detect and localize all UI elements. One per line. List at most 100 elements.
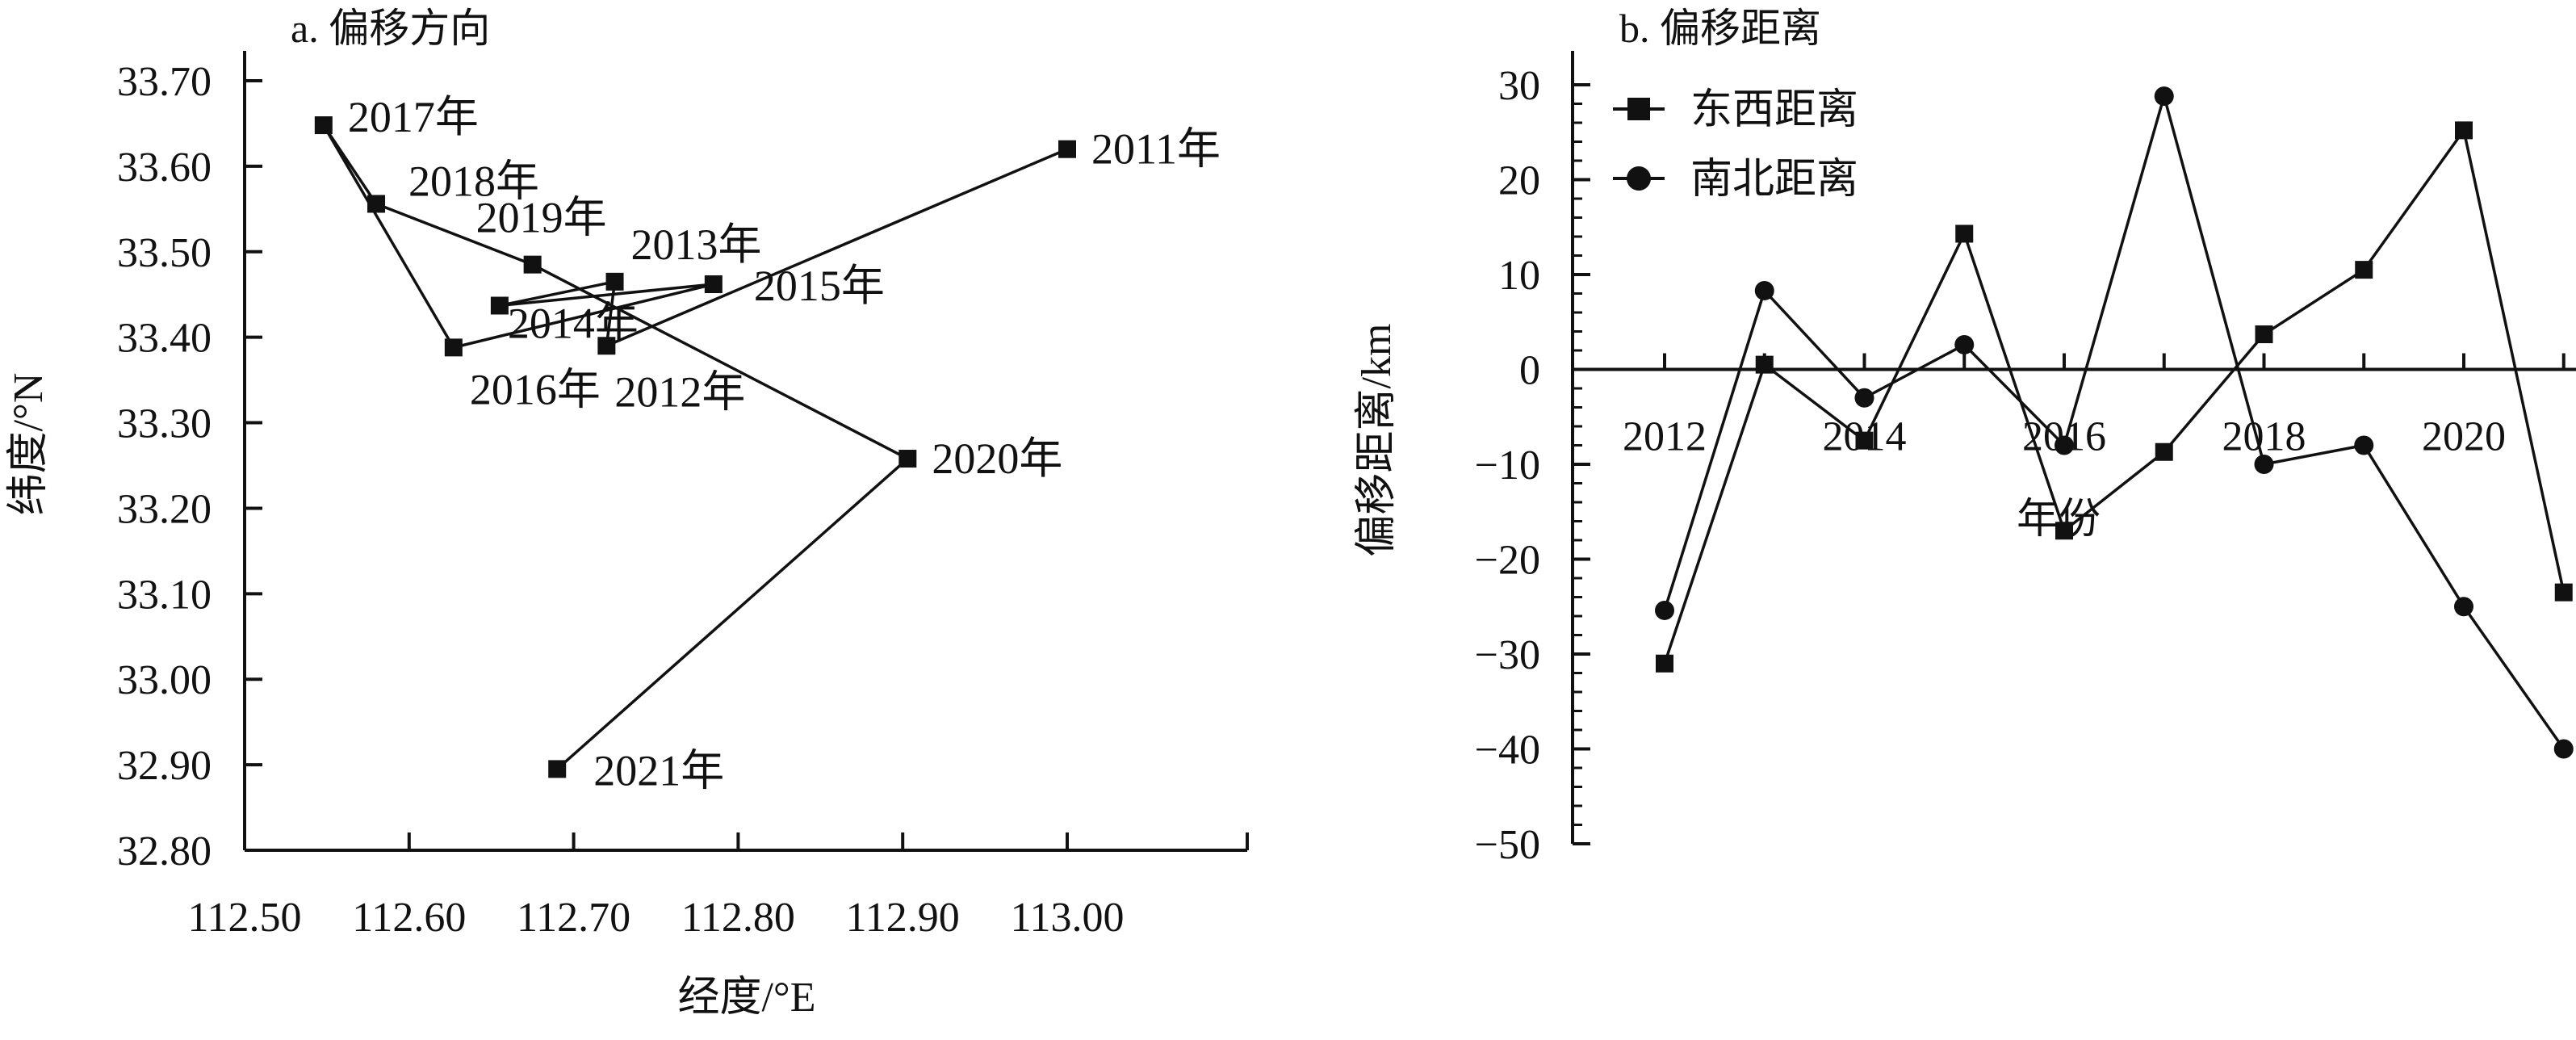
y-tick-label: 32.90 [117, 743, 212, 789]
location-marker [490, 296, 509, 315]
location-marker [704, 275, 723, 294]
point-label: 2019年 [476, 194, 607, 242]
x-tick-label: 112.70 [517, 895, 630, 941]
y-tick-label: −50 [1475, 822, 1540, 868]
panel-b-x-ticks: 20122014201620182020 [1623, 353, 2566, 460]
panel-b-y-ticks: 30 20 10 0 −10 −20 −30 −40 −50 [1475, 63, 1590, 868]
east-west-marker [2055, 522, 2073, 540]
trajectory-segment [499, 283, 714, 308]
north-south-marker [2354, 435, 2374, 455]
trajectory-segment [322, 124, 378, 205]
x-tick-label: 2018 [2222, 414, 2306, 460]
north-south-marker [2055, 435, 2074, 455]
x-tick-label: 112.90 [846, 895, 960, 941]
x-tick-label: 2020 [2422, 414, 2506, 460]
north-south-marker [2254, 455, 2274, 474]
trajectory-segment [322, 124, 455, 349]
y-tick-label: 33.40 [117, 316, 212, 362]
y-tick-label: 10 [1498, 253, 1540, 299]
y-tick-label: 33.50 [117, 230, 212, 276]
east-west-marker [2554, 583, 2573, 602]
east-west-marker [1855, 431, 1874, 450]
north-south-marker [1854, 388, 1874, 408]
north-south-marker [1754, 280, 1774, 300]
panel-a-x-axis-label: 经度/°E [677, 975, 815, 1021]
trajectory-segment [499, 280, 615, 308]
east-west-marker [1755, 355, 1774, 374]
point-label: 2018年 [408, 157, 539, 205]
point-label: 2021年 [593, 746, 724, 795]
point-label: 2020年 [932, 434, 1062, 483]
trajectory-segment [605, 148, 1068, 347]
trajectory-segment [453, 283, 714, 350]
panel-a-y-ticks: 32.80 32.90 33.00 33.10 33.20 33.30 33.40 33.50… [117, 59, 262, 874]
location-marker [597, 337, 616, 355]
panel-b-series [1655, 86, 2574, 759]
trajectory-segment [531, 263, 909, 460]
y-tick-label: −40 [1475, 728, 1540, 774]
point-label: 2012年 [614, 367, 745, 416]
location-marker [367, 195, 386, 213]
panel-a-y-axis-label: 纬度/°N [6, 373, 52, 516]
y-tick-label: 33.70 [117, 59, 212, 105]
panel-a-x-ticks: 112.50 112.60 112.70 112.80 112.90 113.00 [187, 832, 1249, 941]
east-west-marker [2255, 325, 2273, 344]
north-south-marker [1954, 334, 1975, 354]
panel-b-title: b. 偏移距离 [1619, 6, 1821, 51]
location-marker [605, 272, 624, 291]
east-west-marker [1656, 654, 1673, 673]
y-tick-label: 33.60 [117, 145, 212, 191]
north-south-marker [2454, 597, 2473, 617]
east-west-marker [2455, 121, 2473, 140]
north-south-marker [2154, 86, 2174, 107]
y-tick-label: −30 [1475, 632, 1540, 678]
location-marker [898, 450, 917, 468]
panel-a-lines [322, 124, 1068, 770]
east-west-marker [1955, 224, 1974, 243]
y-tick-label: 33.00 [117, 657, 212, 703]
x-tick-label: 112.80 [681, 895, 795, 941]
x-tick-label: 112.60 [352, 895, 466, 941]
panel-b-y-axis-label: 偏移距离/km [1354, 324, 1400, 557]
location-marker [548, 760, 567, 778]
point-label: 2014年 [508, 299, 639, 347]
legend-square-marker [1627, 98, 1650, 120]
series-line [1663, 127, 2566, 665]
y-tick-label: 20 [1498, 158, 1540, 204]
y-tick-label: 32.80 [117, 828, 212, 874]
point-label: 2015年 [754, 262, 885, 310]
point-label: 2017年 [348, 93, 479, 141]
y-tick-label: 0 [1519, 348, 1540, 394]
point-label: 2011年 [1091, 125, 1221, 174]
y-tick-label: 33.20 [117, 486, 212, 532]
trajectory-segment [375, 202, 534, 266]
trajectory-segment [556, 457, 909, 770]
point-label: 2016年 [470, 365, 601, 413]
location-marker [314, 116, 333, 135]
y-tick-label: 30 [1498, 63, 1540, 109]
east-west-marker [2155, 442, 2173, 461]
legend-east-west-label: 东西距离 [1690, 87, 1858, 133]
panel-a-title: a. 偏移方向 [291, 6, 490, 51]
panel-b-legend: 东西距离 南北距离 [1613, 87, 1858, 203]
x-tick-label: 113.00 [1010, 895, 1124, 941]
x-tick-label: 112.50 [187, 895, 301, 941]
legend-circle-marker [1627, 166, 1651, 191]
point-label: 2013年 [631, 220, 762, 269]
east-west-marker [2355, 261, 2373, 279]
panel-a: a. 偏移方向 32.80 32.90 33.00 33.10 33.20 33.30 33… [6, 6, 1249, 1021]
location-marker [523, 255, 542, 274]
series-line [1663, 90, 2566, 750]
y-tick-label: −10 [1475, 442, 1540, 489]
x-tick-label: 2012 [1623, 414, 1707, 460]
north-south-marker [1655, 600, 1674, 620]
y-tick-label: 33.10 [117, 572, 212, 618]
trajectory-segment [605, 281, 617, 346]
y-tick-label: −20 [1475, 538, 1540, 584]
y-tick-label: 33.30 [117, 401, 212, 447]
location-marker [444, 338, 463, 357]
north-south-marker [2553, 739, 2574, 759]
